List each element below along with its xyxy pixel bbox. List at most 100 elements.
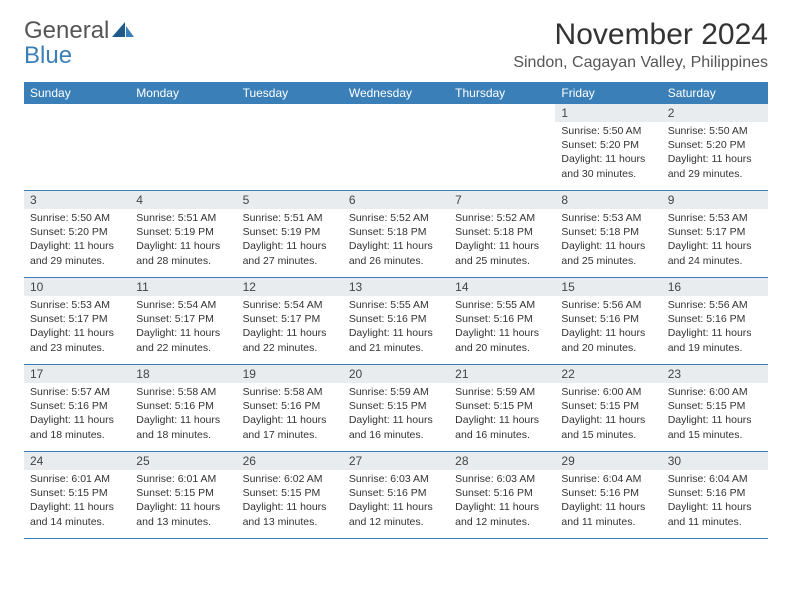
sunset-text: Sunset: 5:18 PM <box>349 225 443 239</box>
title-block: November 2024 Sindon, Cagayan Valley, Ph… <box>513 18 768 72</box>
calendar-cell: 1Sunrise: 5:50 AMSunset: 5:20 PMDaylight… <box>555 104 661 190</box>
day-number <box>24 104 130 122</box>
sunset-text: Sunset: 5:15 PM <box>136 486 230 500</box>
calendar-cell: 14 Sunrise: 5:55 AMSunset: 5:16 PMDayligh… <box>449 278 555 364</box>
calendar-cell: 2Sunrise: 5:50 AMSunset: 5:20 PMDaylight… <box>662 104 768 190</box>
calendar-cell: 20 Sunrise: 5:59 AMSunset: 5:15 PMDayligh… <box>343 365 449 451</box>
day-info: Sunrise: 5:51 AMSunset: 5:19 PMDaylight:… <box>136 211 230 268</box>
calendar-cell: 17Sunrise: 5:57 AMSunset: 5:16 PMDayligh… <box>24 365 130 451</box>
calendar-cell-empty <box>449 104 555 190</box>
daylight-text: Daylight: 11 hours and 11 minutes. <box>561 500 655 528</box>
day-number <box>343 104 449 122</box>
daylight-text: Daylight: 11 hours and 16 minutes. <box>349 413 443 441</box>
sunrise-text: Sunrise: 6:01 AM <box>136 472 230 486</box>
week-row: 17Sunrise: 5:57 AMSunset: 5:16 PMDayligh… <box>24 365 768 452</box>
day-info: Sunrise: 5:54 AMSunset: 5:17 PMDaylight:… <box>136 298 230 355</box>
day-number: 20 <box>343 365 449 383</box>
calendar-cell: 19Sunrise: 5:58 AMSunset: 5:16 PMDayligh… <box>237 365 343 451</box>
calendar-cell-empty <box>24 104 130 190</box>
day-number: 2 <box>662 104 768 122</box>
day-number: 22 <box>555 365 661 383</box>
day-info: Sunrise: 5:55 AMSunset: 5:16 PMDaylight:… <box>455 298 549 355</box>
sunset-text: Sunset: 5:20 PM <box>30 225 124 239</box>
day-info: Sunrise: 6:00 AMSunset: 5:15 PMDaylight:… <box>668 385 762 442</box>
day-number: 11 <box>130 278 236 296</box>
day-info: Sunrise: 5:59 AMSunset: 5:15 PMDaylight:… <box>349 385 443 442</box>
day-number: 4 <box>130 191 236 209</box>
calendar-cell: 26Sunrise: 6:02 AMSunset: 5:15 PMDayligh… <box>237 452 343 538</box>
sunset-text: Sunset: 5:16 PM <box>30 399 124 413</box>
day-number: 14 <box>449 278 555 296</box>
logo-text-2: Blue <box>24 42 72 69</box>
day-header-cell: Monday <box>130 82 236 104</box>
sunrise-text: Sunrise: 5:54 AM <box>136 298 230 312</box>
daylight-text: Daylight: 11 hours and 30 minutes. <box>561 152 655 180</box>
day-number <box>237 104 343 122</box>
sunrise-text: Sunrise: 5:54 AM <box>243 298 337 312</box>
sunrise-text: Sunrise: 5:51 AM <box>243 211 337 225</box>
daylight-text: Daylight: 11 hours and 12 minutes. <box>349 500 443 528</box>
sunset-text: Sunset: 5:15 PM <box>30 486 124 500</box>
day-number: 24 <box>24 452 130 470</box>
calendar-cell: 5Sunrise: 5:51 AMSunset: 5:19 PMDaylight… <box>237 191 343 277</box>
day-info: Sunrise: 6:04 AMSunset: 5:16 PMDaylight:… <box>668 472 762 529</box>
sunrise-text: Sunrise: 5:52 AM <box>349 211 443 225</box>
daylight-text: Daylight: 11 hours and 19 minutes. <box>668 326 762 354</box>
sunrise-text: Sunrise: 5:55 AM <box>349 298 443 312</box>
calendar-cell: 16Sunrise: 5:56 AMSunset: 5:16 PMDayligh… <box>662 278 768 364</box>
sunrise-text: Sunrise: 5:56 AM <box>668 298 762 312</box>
day-info: Sunrise: 5:56 AMSunset: 5:16 PMDaylight:… <box>561 298 655 355</box>
day-number: 10 <box>24 278 130 296</box>
calendar-cell: 30Sunrise: 6:04 AMSunset: 5:16 PMDayligh… <box>662 452 768 538</box>
week-row: 10Sunrise: 5:53 AMSunset: 5:17 PMDayligh… <box>24 278 768 365</box>
calendar-cell: 21Sunrise: 5:59 AMSunset: 5:15 PMDayligh… <box>449 365 555 451</box>
daylight-text: Daylight: 11 hours and 13 minutes. <box>136 500 230 528</box>
day-number: 18 <box>130 365 236 383</box>
sunrise-text: Sunrise: 6:00 AM <box>668 385 762 399</box>
calendar-cell: 15Sunrise: 5:56 AMSunset: 5:16 PMDayligh… <box>555 278 661 364</box>
sunrise-text: Sunrise: 5:59 AM <box>349 385 443 399</box>
daylight-text: Daylight: 11 hours and 25 minutes. <box>561 239 655 267</box>
day-number: 25 <box>130 452 236 470</box>
logo-sail-icon <box>112 18 134 43</box>
daylight-text: Daylight: 11 hours and 25 minutes. <box>455 239 549 267</box>
sunrise-text: Sunrise: 5:53 AM <box>30 298 124 312</box>
daylight-text: Daylight: 11 hours and 20 minutes. <box>561 326 655 354</box>
sunset-text: Sunset: 5:19 PM <box>136 225 230 239</box>
daylight-text: Daylight: 11 hours and 18 minutes. <box>30 413 124 441</box>
day-number: 28 <box>449 452 555 470</box>
week-row: 1Sunrise: 5:50 AMSunset: 5:20 PMDaylight… <box>24 104 768 191</box>
sunrise-text: Sunrise: 5:50 AM <box>30 211 124 225</box>
calendar-cell: 13Sunrise: 5:55 AMSunset: 5:16 PMDayligh… <box>343 278 449 364</box>
calendar-cell: 10Sunrise: 5:53 AMSunset: 5:17 PMDayligh… <box>24 278 130 364</box>
day-info: Sunrise: 5:53 AMSunset: 5:18 PMDaylight:… <box>561 211 655 268</box>
sunrise-text: Sunrise: 6:02 AM <box>243 472 337 486</box>
sunset-text: Sunset: 5:15 PM <box>349 399 443 413</box>
daylight-text: Daylight: 11 hours and 27 minutes. <box>243 239 337 267</box>
day-number <box>130 104 236 122</box>
sunset-text: Sunset: 5:15 PM <box>243 486 337 500</box>
day-info: Sunrise: 5:50 AMSunset: 5:20 PMDaylight:… <box>561 124 655 181</box>
sunset-text: Sunset: 5:16 PM <box>136 399 230 413</box>
day-header-cell: Saturday <box>662 82 768 104</box>
sunset-text: Sunset: 5:15 PM <box>455 399 549 413</box>
month-title: November 2024 <box>513 18 768 52</box>
day-number: 8 <box>555 191 661 209</box>
sunset-text: Sunset: 5:18 PM <box>561 225 655 239</box>
calendar-cell: 9Sunrise: 5:53 AMSunset: 5:17 PMDaylight… <box>662 191 768 277</box>
day-number: 23 <box>662 365 768 383</box>
daylight-text: Daylight: 11 hours and 28 minutes. <box>136 239 230 267</box>
sunset-text: Sunset: 5:20 PM <box>561 138 655 152</box>
calendar-cell: 4 Sunrise: 5:51 AMSunset: 5:19 PMDaylight… <box>130 191 236 277</box>
day-info: Sunrise: 6:03 AMSunset: 5:16 PMDaylight:… <box>455 472 549 529</box>
daylight-text: Daylight: 11 hours and 21 minutes. <box>349 326 443 354</box>
sunrise-text: Sunrise: 5:58 AM <box>136 385 230 399</box>
sunrise-text: Sunrise: 5:59 AM <box>455 385 549 399</box>
sunset-text: Sunset: 5:16 PM <box>668 312 762 326</box>
day-info: Sunrise: 5:58 AMSunset: 5:16 PMDaylight:… <box>243 385 337 442</box>
day-header-cell: Tuesday <box>237 82 343 104</box>
day-info: Sunrise: 6:01 AMSunset: 5:15 PMDaylight:… <box>136 472 230 529</box>
sunset-text: Sunset: 5:16 PM <box>561 312 655 326</box>
day-info: Sunrise: 5:55 AMSunset: 5:16 PMDaylight:… <box>349 298 443 355</box>
calendar-cell-empty <box>343 104 449 190</box>
